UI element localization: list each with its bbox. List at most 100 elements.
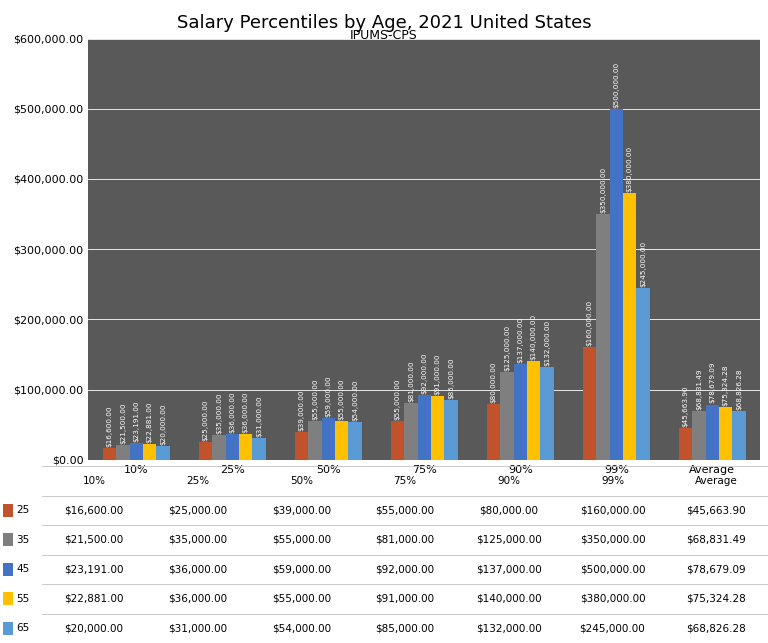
Bar <box>253 438 266 460</box>
Text: 10%: 10% <box>83 476 105 486</box>
Text: $380,000.00: $380,000.00 <box>627 146 633 192</box>
Text: $59,000.00: $59,000.00 <box>326 376 331 417</box>
Text: $68,826.28: $68,826.28 <box>687 623 746 633</box>
Text: $20,000.00: $20,000.00 <box>161 403 166 445</box>
Text: $81,000.00: $81,000.00 <box>376 535 435 545</box>
Bar <box>418 395 431 460</box>
Bar <box>404 403 418 460</box>
Text: 99%: 99% <box>601 476 624 486</box>
Bar <box>679 428 692 460</box>
Text: $23,191.00: $23,191.00 <box>134 401 139 442</box>
Bar <box>487 404 500 460</box>
Bar <box>514 363 527 460</box>
Bar <box>719 407 733 460</box>
Bar <box>157 446 170 460</box>
Text: 55: 55 <box>16 593 29 604</box>
Text: $36,000.00: $36,000.00 <box>168 565 227 574</box>
Bar <box>308 421 322 460</box>
Text: $92,000.00: $92,000.00 <box>422 352 427 394</box>
Text: $68,826.28: $68,826.28 <box>737 369 742 410</box>
Text: $25,000.00: $25,000.00 <box>203 400 208 441</box>
Bar <box>596 214 610 460</box>
Bar <box>130 444 143 460</box>
Text: 45: 45 <box>16 565 29 574</box>
Text: $92,000.00: $92,000.00 <box>376 565 435 574</box>
Text: $36,000.00: $36,000.00 <box>230 392 235 433</box>
Text: $55,000.00: $55,000.00 <box>312 379 318 420</box>
Text: $68,831.49: $68,831.49 <box>687 535 746 545</box>
Bar <box>322 419 335 460</box>
Bar <box>692 412 706 460</box>
Text: $140,000.00: $140,000.00 <box>531 314 537 361</box>
Text: $22,881.00: $22,881.00 <box>65 593 124 604</box>
Text: $380,000.00: $380,000.00 <box>580 593 645 604</box>
Text: Salary Percentiles by Age, 2021 United States: Salary Percentiles by Age, 2021 United S… <box>177 14 591 32</box>
Bar <box>445 400 458 460</box>
Text: $31,000.00: $31,000.00 <box>257 395 262 437</box>
Text: $55,000.00: $55,000.00 <box>339 379 345 420</box>
Text: $36,000.00: $36,000.00 <box>168 593 227 604</box>
Text: $31,000.00: $31,000.00 <box>168 623 227 633</box>
Bar <box>623 193 637 460</box>
Text: $85,000.00: $85,000.00 <box>376 623 435 633</box>
Text: $160,000.00: $160,000.00 <box>580 505 645 516</box>
Bar <box>706 404 719 460</box>
Text: 75%: 75% <box>393 476 417 486</box>
Text: $35,000.00: $35,000.00 <box>168 535 227 545</box>
FancyBboxPatch shape <box>3 503 13 517</box>
Text: $85,000.00: $85,000.00 <box>449 358 454 399</box>
Bar <box>143 444 157 460</box>
Bar <box>349 422 362 460</box>
Text: $25,000.00: $25,000.00 <box>168 505 227 516</box>
Text: $39,000.00: $39,000.00 <box>272 505 331 516</box>
Text: $55,000.00: $55,000.00 <box>395 379 400 420</box>
Text: 25%: 25% <box>186 476 210 486</box>
Text: $55,000.00: $55,000.00 <box>272 593 331 604</box>
Text: $45,663.90: $45,663.90 <box>687 505 746 516</box>
Text: $55,000.00: $55,000.00 <box>272 535 331 545</box>
Bar <box>295 432 308 460</box>
Bar <box>226 435 239 460</box>
Text: $22,881.00: $22,881.00 <box>147 401 153 442</box>
Text: 25: 25 <box>16 505 29 516</box>
Text: $245,000.00: $245,000.00 <box>641 240 646 287</box>
Bar <box>500 372 514 460</box>
Bar <box>583 347 596 460</box>
Bar <box>637 288 650 460</box>
Text: $35,000.00: $35,000.00 <box>216 393 222 434</box>
FancyBboxPatch shape <box>3 622 13 635</box>
FancyBboxPatch shape <box>3 592 13 606</box>
Text: $23,191.00: $23,191.00 <box>65 565 124 574</box>
Text: $91,000.00: $91,000.00 <box>435 353 441 395</box>
Text: $350,000.00: $350,000.00 <box>600 167 606 213</box>
Bar <box>116 445 130 460</box>
Text: $132,000.00: $132,000.00 <box>476 623 541 633</box>
Text: $500,000.00: $500,000.00 <box>614 62 619 108</box>
Bar <box>391 421 404 460</box>
Text: $125,000.00: $125,000.00 <box>504 325 510 371</box>
Bar <box>335 421 349 460</box>
Text: IPUMS-CPS: IPUMS-CPS <box>350 29 418 42</box>
Bar <box>103 448 116 460</box>
Text: $75,324.28: $75,324.28 <box>687 593 746 604</box>
Text: $21,500.00: $21,500.00 <box>65 535 124 545</box>
Bar <box>733 412 746 460</box>
Text: $78,679.09: $78,679.09 <box>687 565 746 574</box>
Text: $54,000.00: $54,000.00 <box>353 379 358 421</box>
FancyBboxPatch shape <box>3 533 13 547</box>
Text: $500,000.00: $500,000.00 <box>580 565 645 574</box>
Text: $36,000.00: $36,000.00 <box>243 392 249 433</box>
Text: $140,000.00: $140,000.00 <box>476 593 541 604</box>
Text: $45,663.90: $45,663.90 <box>683 385 688 427</box>
Bar <box>212 435 226 460</box>
Text: $75,324.28: $75,324.28 <box>723 365 729 406</box>
Text: 35: 35 <box>16 535 29 545</box>
Text: $137,000.00: $137,000.00 <box>518 316 523 363</box>
Text: $160,000.00: $160,000.00 <box>587 300 592 347</box>
Text: $80,000.00: $80,000.00 <box>491 361 496 403</box>
Text: 90%: 90% <box>498 476 520 486</box>
Text: Average: Average <box>695 476 737 486</box>
Text: 50%: 50% <box>290 476 313 486</box>
Bar <box>527 361 541 460</box>
Text: $39,000.00: $39,000.00 <box>299 390 304 431</box>
